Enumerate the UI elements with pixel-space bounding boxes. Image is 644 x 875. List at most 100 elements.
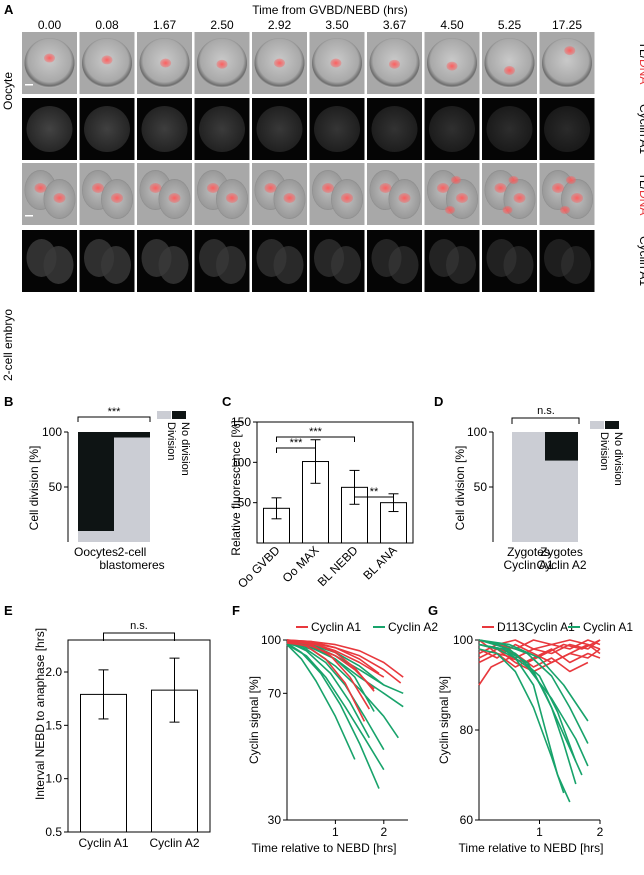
dna-signal [322, 183, 334, 193]
cyclin-signal [331, 246, 361, 284]
y-tick-label: 2.0 [45, 665, 62, 679]
d-y-ticks: 50 100 [467, 425, 493, 494]
micrograph-background [539, 230, 595, 292]
b-legend: Division No division [157, 411, 191, 476]
micrograph-cell [539, 230, 595, 292]
micrograph-cell [482, 230, 537, 292]
row-labels: TL/DNA Cyclin A1 TL/DNA Cyclin A1 [637, 42, 644, 287]
series-line [478, 639, 577, 762]
micrograph-cell [79, 163, 135, 225]
panel-g: G Cyclin signal [%] Time relative to NEB… [428, 603, 633, 855]
dna-signal [437, 183, 449, 193]
micrograph-cell [252, 230, 307, 292]
panel-d-letter: D [434, 394, 443, 409]
series-line [478, 643, 589, 767]
time-label: 5.25 [498, 18, 522, 32]
d-sig-bracket [511, 417, 580, 424]
y-tick-label: 1.5 [45, 718, 62, 732]
dna-signal [226, 193, 238, 203]
time-labels: 0.00 0.08 1.67 2.50 2.92 3.50 3.67 4.50 5.25 17.2… [38, 18, 583, 32]
oocyte-side-label: Oocyte [1, 72, 15, 110]
scale-bar [25, 215, 33, 217]
x-tick-label: 1 [332, 825, 339, 839]
y-tick-label: 100 [231, 455, 251, 469]
f-chart: 30 70 100 1 2 Cyclin A1 Cyclin A2 [261, 620, 438, 839]
dna-signal [101, 55, 113, 65]
micrograph-cell [482, 32, 537, 94]
micrograph-cell [194, 98, 250, 160]
row-label: TL/DNA [637, 173, 644, 216]
dna-signal [216, 59, 228, 69]
micrograph-cell [252, 32, 307, 94]
sig-label: ** [370, 486, 379, 498]
x-category-label: BL NEBD [315, 543, 361, 589]
oocyte-shape [542, 38, 592, 88]
row-label: Cyclin A1 [637, 236, 644, 286]
dna-signal [92, 183, 104, 193]
dna-signal [446, 61, 458, 71]
time-label: 3.50 [325, 18, 349, 32]
dna-signal [502, 206, 513, 214]
panel-d: D 50 100 Cell division [%] n.s. ZygotesCy… [434, 394, 624, 572]
sig-label: *** [290, 437, 304, 449]
f-x-label: Time relative to NEBD [hrs] [252, 841, 397, 855]
cyclin-signal [503, 246, 534, 284]
d-sig-label: n.s. [537, 405, 555, 417]
x-tick-label: 2 [380, 825, 387, 839]
x-category-label: blastomeres [99, 558, 164, 572]
micrograph-cell [367, 32, 422, 94]
cyclin-signal [101, 246, 131, 284]
sig-bracket [103, 632, 175, 641]
dna-signal [389, 59, 400, 69]
b-sig-bracket [77, 416, 151, 422]
d-y-label: Cell division [%] [453, 446, 467, 531]
dna-signal [149, 183, 162, 193]
micrograph-cell [194, 163, 250, 225]
micrograph-cell [309, 163, 365, 225]
cyclin-signal [216, 246, 246, 284]
oocyte-shape [484, 38, 535, 88]
y-tick-label: 50 [238, 496, 252, 510]
b-legend-division: Division [165, 422, 177, 461]
micrograph-cell [482, 163, 537, 225]
cyclin-signal [544, 239, 574, 277]
panel-a-letter: A [4, 2, 14, 17]
dna-signal [560, 206, 570, 214]
x-category-label: Cyclin A1 [78, 836, 128, 850]
y-tick-label: 100 [453, 633, 473, 647]
micrograph-cell [79, 32, 135, 94]
dna-signal [456, 193, 468, 203]
sig-bracket [354, 496, 394, 502]
sig-label: n.s. [130, 620, 148, 632]
cyclin-signal [141, 106, 188, 152]
micrograph-cell [424, 230, 480, 292]
embryo-side-label: 2-cell embryo [1, 309, 15, 381]
micrograph-cell [367, 163, 422, 225]
y-tick-label: 0.5 [45, 825, 62, 839]
stacked-bar-segment [512, 432, 545, 542]
y-tick-label: 70 [268, 686, 282, 700]
y-tick-label: 100 [42, 425, 62, 439]
dna-signal [283, 193, 296, 203]
time-label: 17.25 [552, 18, 582, 32]
b-legend-division-swatch [157, 411, 171, 419]
row-label-dna: DNA [637, 59, 644, 84]
g-chart: 60 80 100 1 2 D113Cyclin A1 Cyclin A1 [453, 620, 633, 839]
micrograph-cell [424, 98, 480, 160]
dna-signal [571, 193, 583, 203]
y-tick-label: 100 [467, 425, 487, 439]
series-line [286, 639, 380, 675]
micrograph-cell [539, 163, 595, 225]
panel-a: A Time from GVBD/NEBD (hrs) 0.00 0.08 1.67… [1, 2, 644, 381]
y-tick-label: 50 [49, 480, 63, 494]
cyclin-signal [314, 106, 360, 152]
c-y-label: Relative fluorescence [%] [229, 420, 243, 555]
time-label: 1.67 [153, 18, 177, 32]
row-label-tl: TL/ [637, 42, 644, 60]
time-label: 0.08 [95, 18, 119, 32]
dna-signal [264, 183, 277, 193]
micrograph-cell [22, 98, 77, 160]
